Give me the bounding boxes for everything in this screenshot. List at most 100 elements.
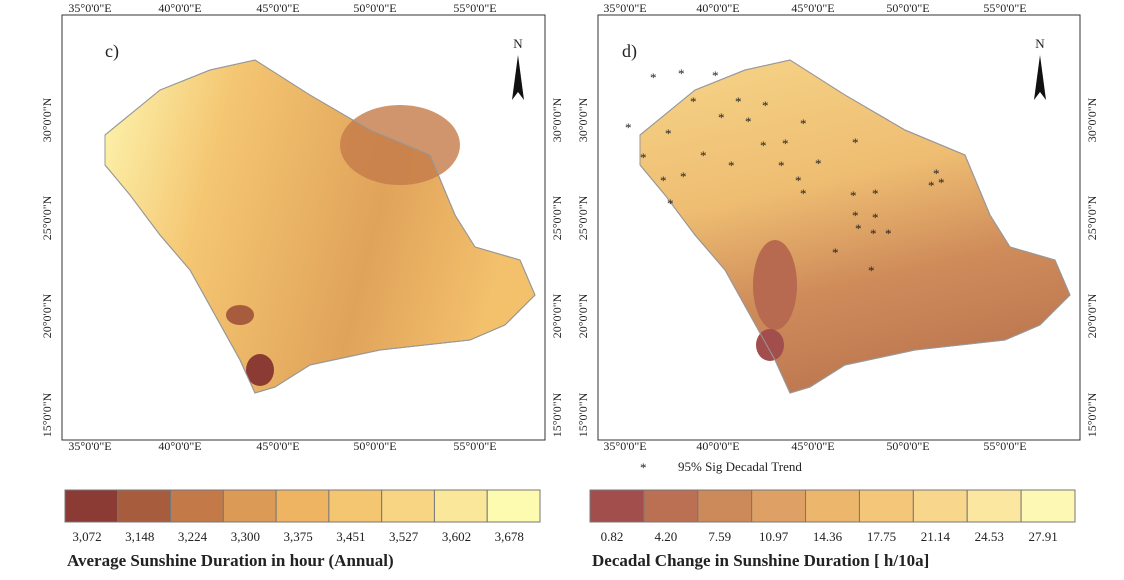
lat-tick-label: 30°0'0"N [576, 97, 590, 142]
legend-swatch [912, 489, 968, 523]
svg-text:*: * [872, 210, 879, 225]
lat-tick-label: 25°0'0"N [40, 195, 54, 240]
svg-text:*: * [855, 221, 862, 236]
svg-text:*: * [700, 148, 707, 163]
lon-tick-label: 45°0'0"E [256, 439, 299, 453]
svg-text:*: * [885, 226, 892, 241]
legend-break: 3,602 [442, 529, 471, 544]
svg-text:*: * [928, 178, 935, 193]
legend-swatch [433, 489, 488, 523]
north-label: N [513, 36, 523, 51]
svg-text:*: * [800, 116, 807, 131]
svg-text:*: * [640, 150, 647, 165]
legend-swatch [966, 489, 1022, 523]
lon-tick-label: 55°0'0"E [983, 439, 1026, 453]
legend-break: 4.20 [655, 529, 678, 544]
svg-text:*: * [718, 110, 725, 125]
lat-tick-label: 15°0'0"N [576, 392, 590, 437]
lat-tick-label: 25°0'0"N [550, 195, 564, 240]
panel-label: c) [105, 41, 119, 62]
svg-text:*: * [680, 169, 687, 184]
svg-text:*: * [938, 175, 945, 190]
lon-tick-label: 55°0'0"E [983, 1, 1026, 15]
panel-c: c) [61, 14, 546, 441]
svg-text:*: * [850, 188, 857, 203]
svg-text:*: * [745, 114, 752, 129]
legend-break: 3,072 [72, 529, 101, 544]
lon-tick-label: 35°0'0"E [68, 1, 111, 15]
legend-swatch [697, 489, 753, 523]
north-label: N [1035, 36, 1045, 51]
legend-swatch [643, 489, 699, 523]
lon-tick-label: 50°0'0"E [886, 439, 929, 453]
lon-tick-label: 40°0'0"E [158, 439, 201, 453]
lat-tick-label: 20°0'0"N [40, 293, 54, 338]
lon-tick-label: 45°0'0"E [791, 439, 834, 453]
svg-text:*: * [735, 94, 742, 109]
lat-tick-label: 20°0'0"N [576, 293, 590, 338]
svg-text:*: * [665, 126, 672, 141]
lon-tick-label: 40°0'0"E [696, 1, 739, 15]
legend-swatch [1020, 489, 1076, 523]
legend-swatch [486, 489, 541, 523]
legend-break: 7.59 [708, 529, 731, 544]
lat-tick-label: 15°0'0"N [550, 392, 564, 437]
sig-legend: 95% Sig Decadal Trend [678, 459, 802, 474]
lat-tick-label: 25°0'0"N [576, 195, 590, 240]
svg-text:*: * [782, 136, 789, 151]
north-arrow: N [1034, 36, 1046, 100]
svg-text:*: * [678, 66, 685, 81]
country [639, 59, 1071, 394]
legend-break: 3,148 [125, 529, 154, 544]
legend-break: 3,527 [389, 529, 419, 544]
legend-break: 3,224 [178, 529, 208, 544]
north-arrow: N [512, 36, 524, 100]
lon-tick-label: 40°0'0"E [696, 439, 739, 453]
legend-break: 17.75 [867, 529, 896, 544]
legend-break: 14.36 [813, 529, 843, 544]
svg-text:*: * [762, 98, 769, 113]
lon-tick-label: 35°0'0"E [68, 439, 111, 453]
legend-swatch [222, 489, 277, 523]
svg-text:*: * [712, 68, 719, 83]
legend-title: Average Sunshine Duration in hour (Annua… [67, 551, 394, 570]
lon-tick-label: 50°0'0"E [353, 1, 396, 15]
legend-swatch [805, 489, 860, 523]
lon-tick-label: 55°0'0"E [453, 439, 496, 453]
svg-text:*: * [870, 226, 877, 241]
lat-tick-label: 30°0'0"N [1085, 97, 1099, 142]
svg-text:*: * [625, 120, 632, 135]
sig-marker: * [640, 460, 647, 475]
lat-tick-label: 15°0'0"N [1085, 392, 1099, 437]
panel-label: d) [622, 41, 637, 62]
legend-break: 3,375 [283, 529, 312, 544]
legend-break: 10.97 [759, 529, 789, 544]
legend-break: 27.91 [1028, 529, 1057, 544]
svg-text:*: * [872, 186, 879, 201]
legend-swatch [589, 489, 645, 523]
svg-text:*: * [690, 94, 697, 109]
lon-tick-label: 55°0'0"E [453, 1, 496, 15]
svg-text:*: * [667, 196, 674, 211]
legend-break: 24.53 [975, 529, 1004, 544]
lon-tick-label: 45°0'0"E [256, 1, 299, 15]
lon-tick-label: 40°0'0"E [158, 1, 201, 15]
lat-tick-label: 25°0'0"N [1085, 195, 1099, 240]
lat-tick-label: 30°0'0"N [40, 97, 54, 142]
panel-d: * * * * * * * ** * ** ** * *** ** * ** * *** *** … [597, 14, 1081, 441]
svg-text:*: * [832, 245, 839, 260]
lon-tick-label: 35°0'0"E [603, 439, 646, 453]
svg-text:*: * [650, 70, 657, 85]
legend-swatch [858, 489, 914, 523]
legend-break: 0.82 [601, 529, 624, 544]
lon-tick-label: 45°0'0"E [791, 1, 834, 15]
lon-tick-label: 50°0'0"E [886, 1, 929, 15]
svg-text:*: * [760, 138, 767, 153]
legend-swatch [381, 489, 435, 523]
sig-markers: * * * * * * * ** * ** ** * *** ** * ** * *** *** … [625, 66, 945, 278]
legend-break: 21.14 [921, 529, 951, 544]
legend-swatch [64, 489, 119, 523]
svg-text:*: * [778, 158, 785, 173]
legend-title: Decadal Change in Sunshine Duration [ h/… [592, 551, 929, 570]
